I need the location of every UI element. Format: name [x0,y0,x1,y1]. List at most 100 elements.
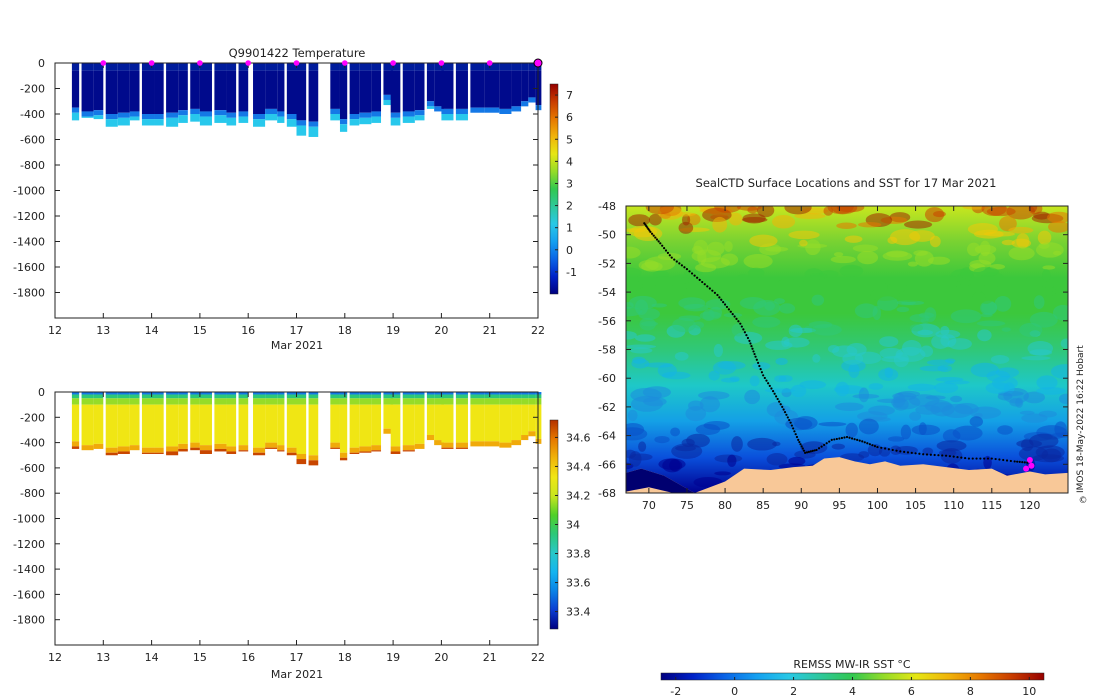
sst-patch [1021,355,1051,361]
sst-patch [713,343,723,358]
temperature-cell [178,70,188,111]
track-point [698,278,701,282]
salinity-cell [190,398,200,405]
temperature-cell [190,70,200,109]
sst-patch [909,411,922,421]
x-tick-label: 14 [145,324,159,337]
y-tick-label: -400 [20,108,45,121]
salinity-cell [226,451,237,454]
salinity-cell [226,392,237,395]
temperature-cell [199,116,212,126]
track-point [690,272,694,275]
sst-patch [1043,286,1057,297]
temperature-cell [484,107,500,113]
salinity-cell [308,404,319,456]
track-point [661,244,664,247]
salinity-cell [470,394,485,399]
x-tick-label: 12 [48,651,62,664]
track-point [775,395,778,398]
sst-patch [950,395,963,403]
map-watermark-copyright: © [1079,496,1088,506]
salinity-cell [330,404,340,443]
temperature-cell [117,63,130,71]
track-point [866,442,869,445]
salinity-cell [129,404,140,446]
temperature-cell [253,70,266,114]
salinity-cell [277,404,285,446]
salinity-cell [71,394,80,399]
salinity-cell [190,392,200,395]
temperature-cell [190,114,200,122]
salinity-cell [390,394,401,399]
temperature-cell [71,107,80,113]
x-tick-label: 16 [241,324,255,337]
temperature-cell [178,115,188,123]
salinity-cell [330,392,340,395]
sst-patch [800,441,828,454]
seal-track [643,222,1029,464]
salinity-cell [441,392,454,395]
track-point [906,451,910,454]
salinity-cell [214,392,227,395]
track-point [750,345,753,348]
salinity-cell [402,404,415,446]
salinity-cell [296,392,307,395]
track-point [797,438,800,442]
sst-patch [812,354,821,363]
salinity-cell [286,447,297,453]
x-tick-label: 15 [193,324,207,337]
temperature-cell [441,108,454,114]
salinity-cell [141,452,155,454]
track-point [803,451,807,454]
temperature-cell [330,63,340,71]
salinity-cell [511,398,522,405]
track-point [753,352,756,356]
sst-patch [749,375,760,387]
track-point [735,317,738,320]
sst-patch [1008,246,1035,261]
sst-patch [896,291,924,303]
colorbar-tick-label: 1 [566,222,573,235]
temperature-cell [499,63,512,71]
track-point [762,374,765,377]
sst-patch [990,355,1010,364]
temperature-cell [426,101,435,107]
x-tick-label: 21 [483,324,497,337]
salinity-cell [402,398,415,405]
salinity-cell [238,392,249,395]
x-tick-label: 100 [867,499,888,512]
track-point [805,451,809,454]
salinity-cell [455,442,468,448]
salinity-cell [190,394,200,399]
salinity-cell [93,392,104,395]
sst-patch [1011,238,1032,248]
sst-patch [638,441,647,452]
track-point [971,457,974,460]
salinity-cell [511,440,522,446]
coastal-ice-edge [626,468,695,493]
track-point [828,440,831,443]
salinity-cell [226,394,237,399]
salinity-cell [141,392,155,395]
salinity-cell [166,404,179,447]
track-point [1002,458,1005,462]
salinity-cell [117,398,130,405]
salinity-cell [253,447,266,453]
sst-patch [1052,304,1068,321]
salinity-cell [308,460,319,466]
salinity-cell [105,447,118,453]
seal-current-positions [1023,456,1035,472]
salinity-cell [528,394,536,399]
track-point [779,403,782,406]
sst-patch [698,391,730,400]
sst-map-panel: SealCTD Surface Locations and SST for 17… [598,176,1087,698]
salinity-cell [414,443,425,449]
temperature-cell [265,63,278,71]
y-tick-label: -60 [598,372,616,385]
sst-patch [1051,432,1068,438]
track-point [654,236,657,239]
salinity-cell [178,398,188,405]
salinity-cell [390,392,401,395]
sst-patch [852,393,880,399]
temperature-cell [105,70,118,114]
